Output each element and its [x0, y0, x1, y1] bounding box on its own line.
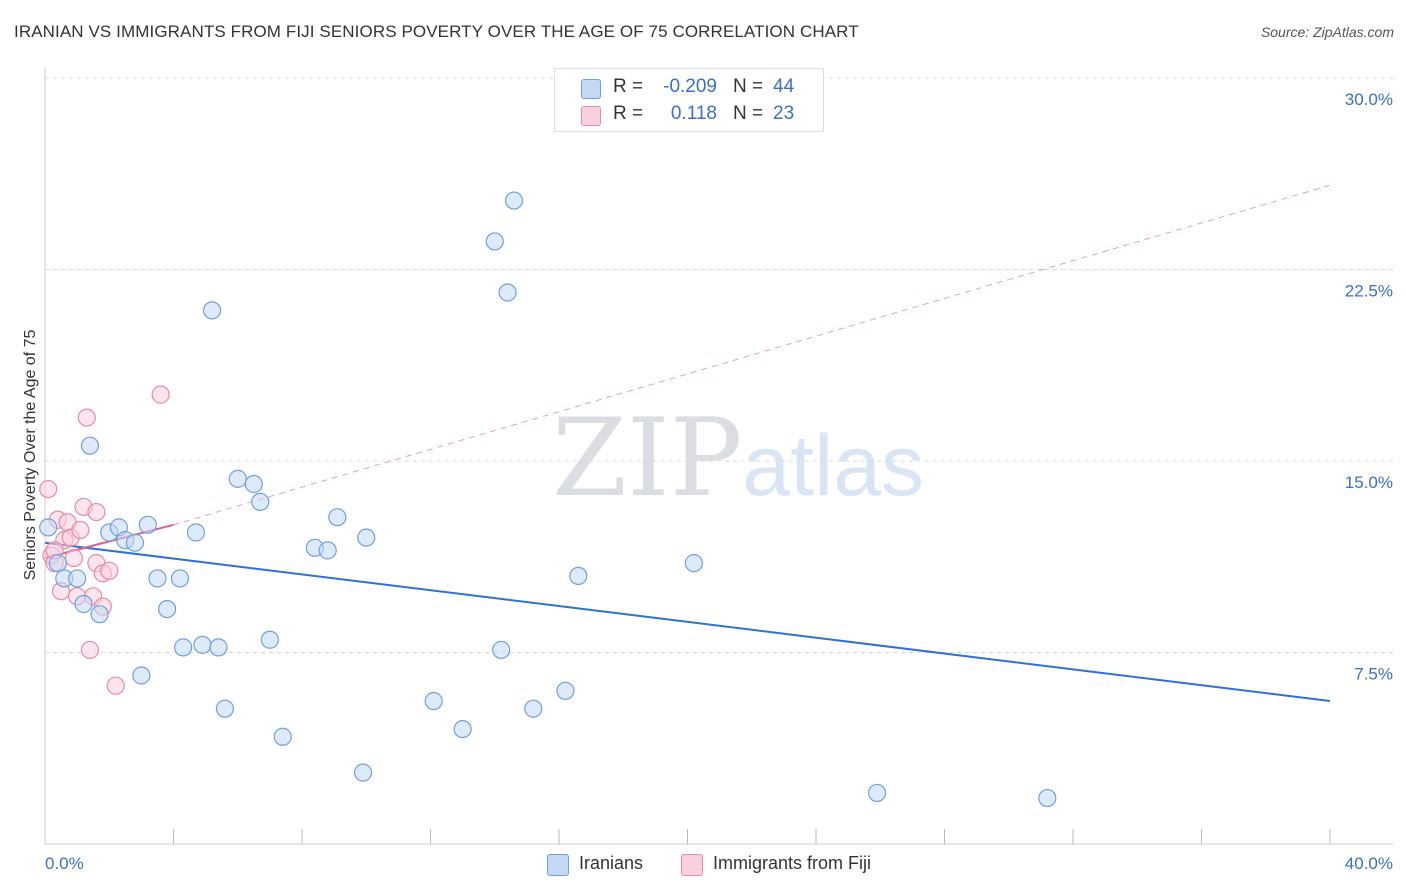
x-tick-label: 40.0% [1345, 854, 1393, 873]
data-point-iranian [453, 719, 472, 739]
data-point-fiji [106, 676, 125, 695]
source-label: Source: ZipAtlas.com [1260, 24, 1394, 40]
data-point-iranian [260, 630, 279, 649]
data-point-iranian [209, 638, 228, 657]
chart-title: IRANIAN VS IMMIGRANTS FROM FIJI SENIORS … [14, 22, 859, 41]
legend-n-value: 44 [773, 76, 795, 97]
data-point-fiji [39, 479, 58, 499]
data-point-iranian [318, 541, 337, 560]
data-point-iranian [90, 605, 109, 624]
data-point-fiji [151, 385, 170, 404]
data-point-iranian [1038, 788, 1057, 808]
data-point-fiji [87, 502, 106, 522]
data-point-iranian [556, 681, 575, 700]
data-point-iranian [39, 518, 58, 537]
data-point-iranian [524, 699, 543, 718]
data-point-iranian [328, 508, 347, 527]
legend-n-label: N = [733, 103, 764, 124]
data-point-iranian [867, 783, 887, 803]
grid-layer [45, 77, 1393, 653]
legend-n-value: 23 [773, 103, 795, 124]
data-point-fiji [71, 520, 90, 540]
y-tick-label: 22.5% [1345, 282, 1393, 301]
data-point-iranian [353, 763, 373, 782]
legend-swatch-iranians [581, 79, 601, 99]
data-point-iranian [186, 523, 206, 542]
tick-label-layer: 7.5% 15.0% 22.5% 30.0% 0.0% 40.0% [45, 90, 1393, 873]
y-tick-label: 15.0% [1345, 473, 1393, 492]
data-point-iranian [125, 533, 145, 552]
trend-layer [44, 184, 1331, 703]
y-tick-label: 30.0% [1345, 90, 1393, 109]
trend-line-iranians [44, 541, 1331, 703]
data-point-iranian [193, 635, 212, 654]
data-point-iranian [357, 528, 376, 547]
data-point-fiji [77, 408, 96, 427]
legend-r-label: R = [613, 103, 644, 124]
y-tick-label: 7.5% [1354, 665, 1393, 684]
data-point-iranian [251, 492, 270, 511]
data-point-fiji [100, 561, 119, 580]
data-point-iranian [273, 727, 292, 746]
legend-swatch-fiji [681, 854, 703, 876]
data-point-iranian [74, 594, 93, 614]
legend-n-label: N = [733, 76, 764, 97]
data-point-iranian [48, 554, 67, 573]
data-point-iranian [148, 569, 167, 588]
legend-r-label: R = [613, 76, 644, 97]
data-point-iranian [202, 301, 222, 320]
data-point-iranian [498, 283, 517, 302]
watermark-zip: ZIP [552, 396, 743, 521]
data-point-iranian [170, 569, 190, 588]
legend-row-fiji: R = 0.118 N = 23 [555, 101, 823, 127]
data-point-iranian [174, 638, 193, 657]
data-point-fiji [64, 548, 84, 568]
data-point-iranian [492, 640, 511, 660]
legend-row-iranians: R = -0.209 N = 44 [555, 74, 823, 100]
data-point-iranian [80, 436, 100, 455]
legend-r-value: 0.118 [670, 103, 717, 124]
data-point-iranian [132, 666, 151, 685]
data-point-iranian [228, 469, 247, 488]
data-point-iranian [569, 566, 588, 586]
data-point-fiji [80, 640, 100, 660]
watermark: ZIPatlas [552, 395, 924, 521]
series-legend: Iranians Immigrants from Fiji [0, 851, 1406, 877]
data-point-iranian [138, 515, 157, 534]
data-point-iranian [684, 554, 704, 573]
data-point-iranian [485, 232, 504, 251]
legend-swatch-iranians [547, 854, 569, 876]
data-point-iranian [68, 569, 87, 588]
x-tick-label: 0.0% [45, 854, 84, 873]
data-point-iranian [157, 599, 177, 619]
legend-r-value: -0.209 [663, 76, 717, 97]
legend-label-fiji: Immigrants from Fiji [713, 853, 872, 873]
data-point-iranian [244, 474, 263, 494]
data-point-iranian [504, 191, 524, 210]
correlation-legend: R = -0.209 N = 44 R = 0.118 N = 23 [554, 68, 824, 132]
points-layer [39, 191, 1057, 808]
legend-label-iranians: Iranians [579, 853, 644, 873]
data-point-iranian [215, 699, 234, 718]
legend-swatch-fiji [581, 106, 601, 126]
axis-layer [44, 68, 1393, 845]
data-point-iranian [424, 691, 443, 711]
trend-line-fiji-extension [173, 184, 1331, 526]
watermark-atlas: atlas [742, 418, 925, 514]
y-axis-label: Seniors Poverty Over the Age of 75 [22, 329, 39, 581]
